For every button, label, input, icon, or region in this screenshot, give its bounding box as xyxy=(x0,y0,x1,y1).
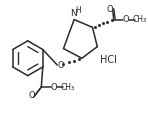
Text: N: N xyxy=(70,9,77,18)
Text: CH₃: CH₃ xyxy=(133,15,147,24)
Text: HCl: HCl xyxy=(100,55,117,65)
Text: O: O xyxy=(28,91,35,100)
Text: O: O xyxy=(57,60,64,70)
Text: O: O xyxy=(50,83,57,92)
Text: O: O xyxy=(123,15,130,24)
Text: O: O xyxy=(107,5,113,14)
Text: H: H xyxy=(75,6,81,15)
Text: CH₃: CH₃ xyxy=(60,83,74,92)
